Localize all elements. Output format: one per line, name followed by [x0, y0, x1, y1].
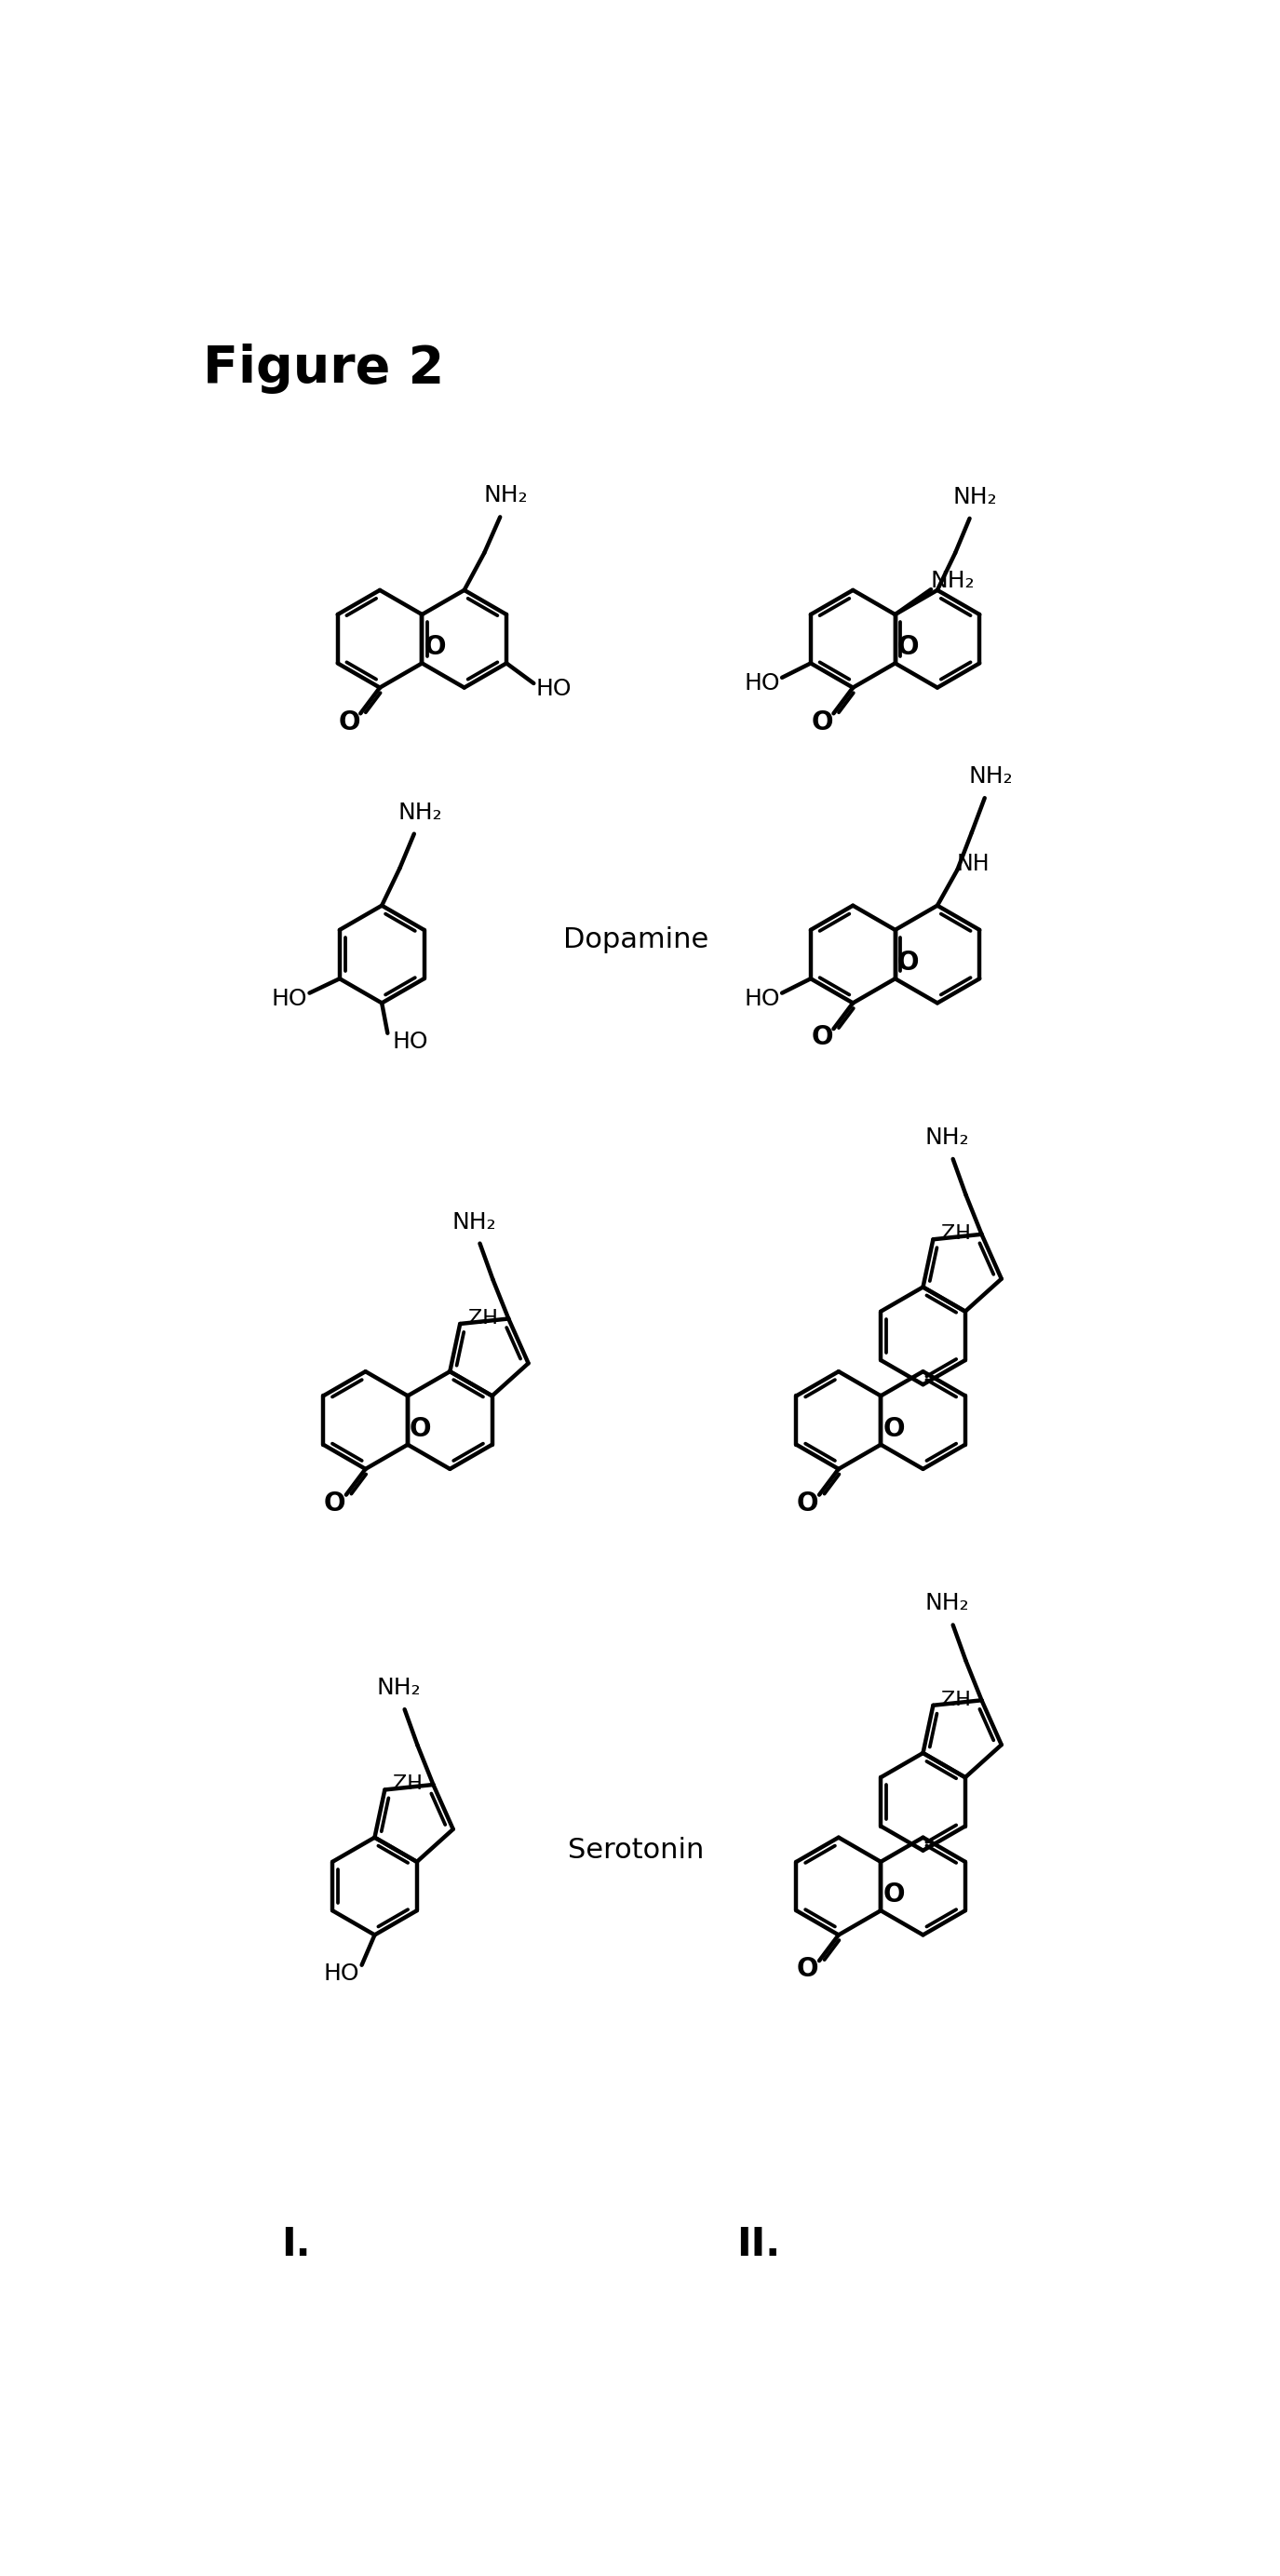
Text: NH: NH [956, 853, 989, 876]
Text: O: O [883, 1880, 905, 1909]
Text: NH₂: NH₂ [398, 801, 442, 824]
Text: NH₂: NH₂ [484, 484, 527, 507]
Text: NH₂: NH₂ [925, 1592, 969, 1615]
Text: O: O [797, 1955, 819, 1984]
Text: O: O [883, 1417, 905, 1443]
Text: Serotonin: Serotonin [568, 1837, 704, 1865]
Text: NH₂: NH₂ [376, 1677, 421, 1700]
Text: ZH: ZH [941, 1224, 972, 1244]
Text: HO: HO [324, 1963, 360, 1986]
Text: HO: HO [271, 987, 307, 1010]
Text: O: O [897, 951, 919, 976]
Text: HO: HO [393, 1030, 429, 1054]
Text: ZH: ZH [468, 1309, 498, 1327]
Text: NH₂: NH₂ [925, 1126, 969, 1149]
Text: HO: HO [744, 987, 780, 1010]
Text: O: O [812, 708, 833, 734]
Text: O: O [410, 1417, 431, 1443]
Text: O: O [797, 1492, 819, 1517]
Text: NH₂: NH₂ [954, 487, 997, 507]
Text: NH₂: NH₂ [931, 569, 974, 592]
Text: II.: II. [736, 2226, 780, 2264]
Text: HO: HO [744, 672, 780, 696]
Text: ZH: ZH [941, 1690, 972, 1708]
Text: I.: I. [282, 2226, 311, 2264]
Text: O: O [897, 634, 919, 659]
Text: O: O [324, 1492, 346, 1517]
Text: NH₂: NH₂ [452, 1211, 497, 1234]
Text: NH₂: NH₂ [968, 765, 1012, 788]
Text: O: O [338, 708, 360, 734]
Text: ZH: ZH [393, 1775, 422, 1793]
Text: Dopamine: Dopamine [563, 927, 709, 953]
Text: O: O [424, 634, 445, 659]
Text: HO: HO [536, 677, 572, 701]
Text: O: O [812, 1025, 833, 1051]
Text: Figure 2: Figure 2 [202, 343, 444, 394]
